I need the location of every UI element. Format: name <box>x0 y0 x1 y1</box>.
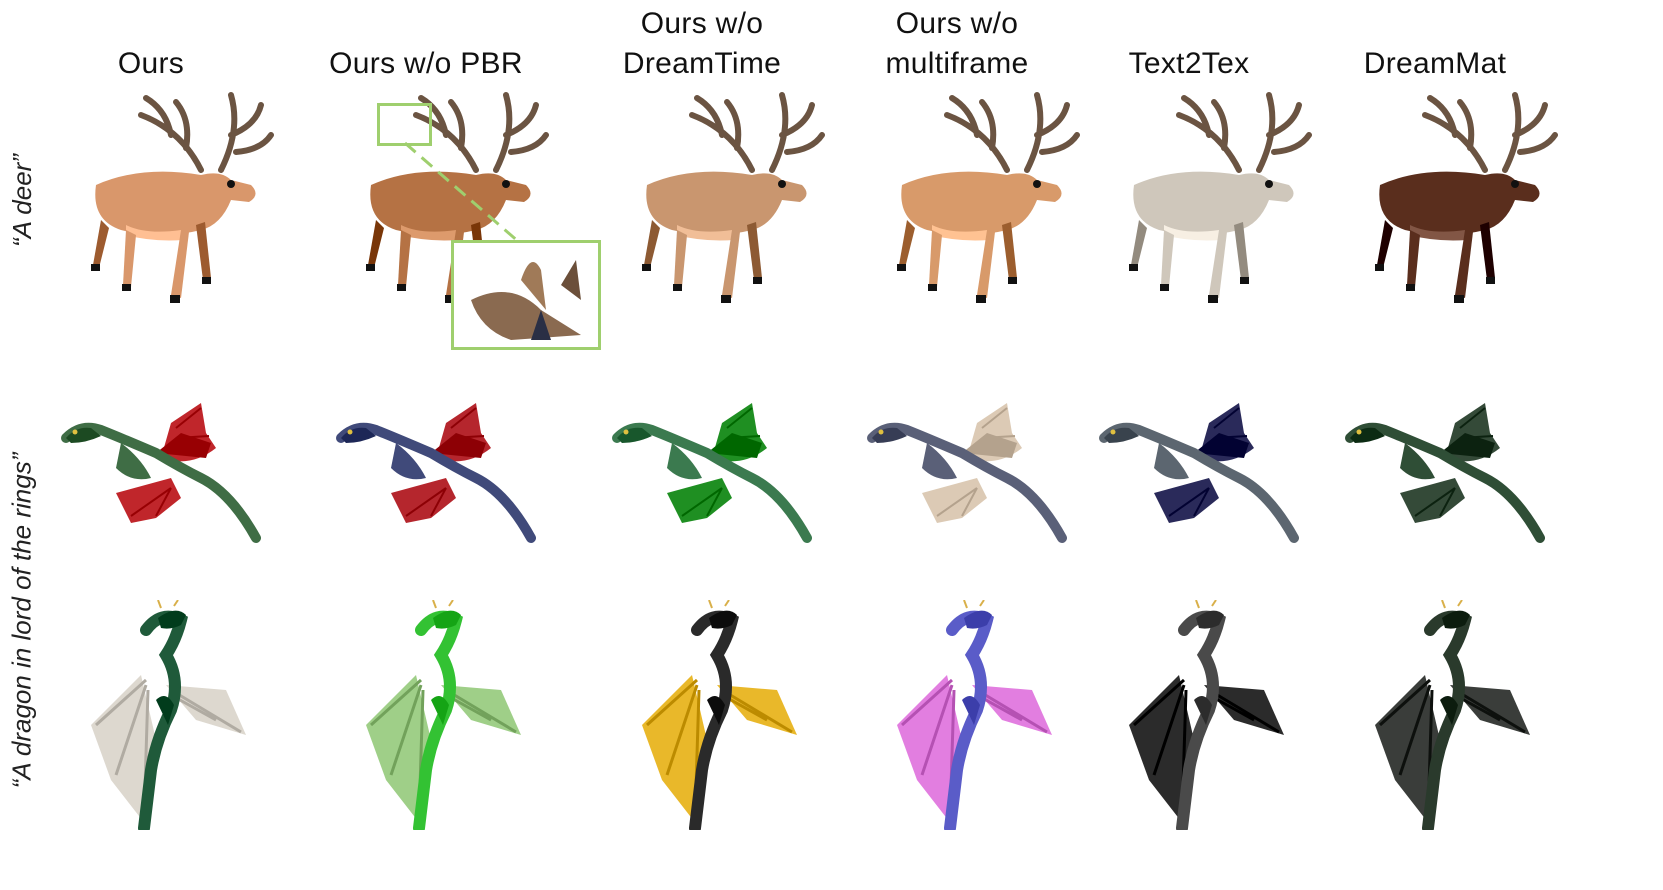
deer-render <box>642 92 825 303</box>
deer-render <box>91 92 274 303</box>
dragon-flying-render <box>336 403 536 543</box>
dragon-perched-cell-no-dreamtime <box>637 600 807 830</box>
dragon-flying-render <box>867 403 1067 543</box>
column-title-line: Ours w/o PBR <box>329 47 523 80</box>
deer-cell-dreammat <box>1355 90 1565 320</box>
dragon-flying-render <box>612 403 812 543</box>
zoom-source-box <box>377 103 433 147</box>
column-title-line: Text2Tex <box>1128 47 1250 80</box>
column-title-line: Ours <box>117 47 185 80</box>
deer-render <box>897 92 1080 303</box>
column-header-no-multiframe: Ours w/o multiframe <box>832 0 1082 84</box>
zoom-inset <box>451 240 601 350</box>
row-prompt-dragon: “A dragon in lord of the rings” <box>6 452 37 788</box>
dragon-perched-cell-dreammat <box>1370 600 1540 830</box>
dragon-flying-cell-text2tex <box>1099 398 1309 548</box>
dragon-flying-cell-no-pbr <box>336 398 546 548</box>
column-header-text2tex: Text2Tex <box>1064 0 1314 84</box>
dragon-perched-cell-no-multiframe <box>892 600 1062 830</box>
column-header-no-dreamtime: Ours w/o DreamTime <box>577 0 827 84</box>
column-title-line: Ours w/o <box>895 7 1019 40</box>
column-title-line: DreamMat <box>1363 47 1507 80</box>
dragon-perched-cell-text2tex <box>1124 600 1294 830</box>
row-prompt-deer: “A deer” <box>6 153 37 247</box>
column-header-dreammat: DreamMat <box>1310 0 1560 84</box>
column-header-no-pbr: Ours w/o PBR <box>301 0 551 84</box>
dragon-flying-cell-no-dreamtime <box>612 398 822 548</box>
dragon-perched-render <box>1375 600 1530 830</box>
zoom-inset-frame <box>451 240 601 350</box>
column-title-line: DreamTime <box>622 47 782 80</box>
dragon-flying-cell-dreammat <box>1345 398 1555 548</box>
deer-render <box>1129 92 1312 303</box>
dragon-perched-cell-ours <box>86 600 256 830</box>
dragon-perched-render <box>642 600 797 830</box>
row-label-dragon: “A dragon in lord of the rings” <box>2 400 42 840</box>
dragon-perched-render <box>1129 600 1284 830</box>
dragon-flying-cell-no-multiframe <box>867 398 1077 548</box>
deer-cell-ours <box>71 90 281 320</box>
deer-cell-text2tex <box>1109 90 1319 320</box>
dragon-perched-cell-no-pbr <box>361 600 531 830</box>
dragon-flying-render <box>1099 403 1299 543</box>
dragon-flying-render <box>61 403 261 543</box>
dragon-perched-render <box>897 600 1052 830</box>
column-title-line: Ours w/o <box>640 7 764 40</box>
zoom-source-frame <box>377 103 432 146</box>
dragon-perched-render <box>91 600 246 830</box>
dragon-perched-render <box>366 600 521 830</box>
row-label-deer: “A deer” <box>2 100 42 300</box>
dragon-flying-render <box>1345 403 1545 543</box>
column-header-ours: Ours <box>26 0 276 84</box>
deer-cell-no-dreamtime <box>622 90 832 320</box>
dragon-flying-cell-ours <box>61 398 271 548</box>
deer-render <box>1375 92 1558 303</box>
deer-cell-no-multiframe <box>877 90 1087 320</box>
column-title-line: multiframe <box>885 47 1029 80</box>
